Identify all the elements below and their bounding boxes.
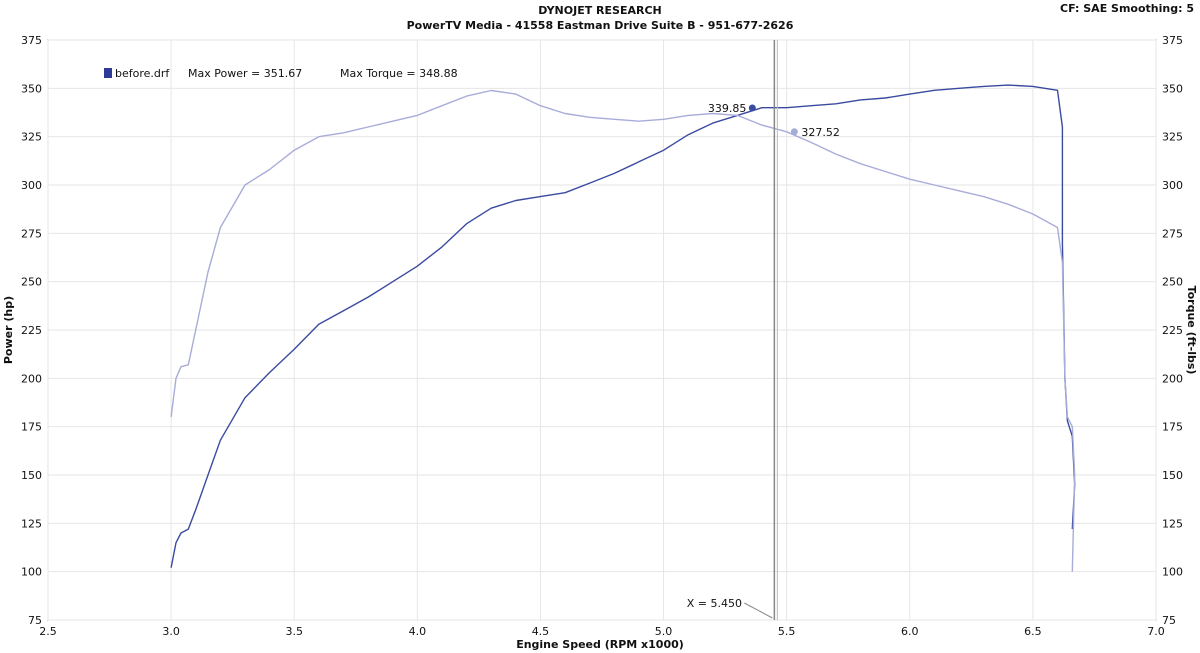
y2-tick-label: 75	[1162, 614, 1176, 627]
y-axis-label: Power (hp)	[2, 296, 15, 364]
y2-tick-label: 325	[1162, 131, 1183, 144]
y2-tick-label: 175	[1162, 421, 1183, 434]
y-tick-label: 275	[21, 227, 42, 240]
y-tick-label: 150	[21, 469, 42, 482]
x-tick-label: 3.5	[285, 625, 303, 638]
x-tick-label: 2.5	[39, 625, 57, 638]
y-tick-label: 375	[21, 34, 42, 47]
x-tick-label: 5.5	[778, 625, 796, 638]
cursor-leader-line	[744, 602, 773, 619]
y2-tick-label: 100	[1162, 566, 1183, 579]
y2-tick-label: 125	[1162, 517, 1183, 530]
power-readout: 339.85	[708, 102, 747, 115]
x-tick-label: 4.5	[532, 625, 550, 638]
power-cursor-marker	[748, 104, 756, 112]
chart-header-title: DYNOJET RESEARCH	[538, 4, 662, 17]
legend-run-swatch[interactable]	[104, 68, 112, 78]
y-tick-label: 225	[21, 324, 42, 337]
y2-tick-label: 300	[1162, 179, 1183, 192]
x-axis-label: Engine Speed (RPM x1000)	[516, 638, 684, 651]
y-tick-label: 350	[21, 82, 42, 95]
y2-tick-label: 250	[1162, 276, 1183, 289]
y-tick-label: 250	[21, 276, 42, 289]
x-tick-label: 5.0	[655, 625, 673, 638]
series-layer	[170, 84, 1076, 572]
y-tick-label: 325	[21, 131, 42, 144]
torque-cursor-marker	[790, 128, 798, 136]
y2-tick-label: 350	[1162, 82, 1183, 95]
y2-tick-label: 225	[1162, 324, 1183, 337]
y-tick-label: 200	[21, 372, 42, 385]
x-tick-label: 4.0	[409, 625, 427, 638]
y2-tick-label: 375	[1162, 34, 1183, 47]
legend-max-torque: Max Torque = 348.88	[340, 67, 458, 80]
legend-max-power: Max Power = 351.67	[188, 67, 302, 80]
y-tick-label: 125	[21, 517, 42, 530]
legend-run-name: before.drf	[115, 67, 170, 80]
chart-header-subtitle: PowerTV Media - 41558 Eastman Drive Suit…	[406, 19, 794, 32]
y2-tick-label: 200	[1162, 372, 1183, 385]
x-tick-label: 6.0	[901, 625, 919, 638]
torque-readout: 327.52	[801, 126, 840, 139]
cursor-x-label: X = 5.450	[687, 597, 742, 610]
correction-settings: CF: SAE Smoothing: 5	[1060, 2, 1194, 15]
y2-axis-label: Torque (ft-lbs)	[1185, 286, 1198, 375]
y-tick-label: 175	[21, 421, 42, 434]
y2-tick-label: 275	[1162, 227, 1183, 240]
legend: before.drf Max Power = 351.67 Max Torque…	[104, 67, 458, 80]
torque-curve	[170, 89, 1076, 572]
y2-tick-label: 150	[1162, 469, 1183, 482]
x-tick-label: 6.5	[1024, 625, 1042, 638]
grid-layer	[47, 39, 1157, 621]
x-tick-label: 3.0	[162, 625, 180, 638]
x-tick-label: 7.0	[1147, 625, 1165, 638]
y-tick-label: 75	[28, 614, 42, 627]
y-tick-label: 100	[21, 566, 42, 579]
y-tick-label: 300	[21, 179, 42, 192]
cursor-layer: 339.85 327.52 X = 5.450	[687, 40, 840, 620]
power-curve	[170, 84, 1076, 568]
